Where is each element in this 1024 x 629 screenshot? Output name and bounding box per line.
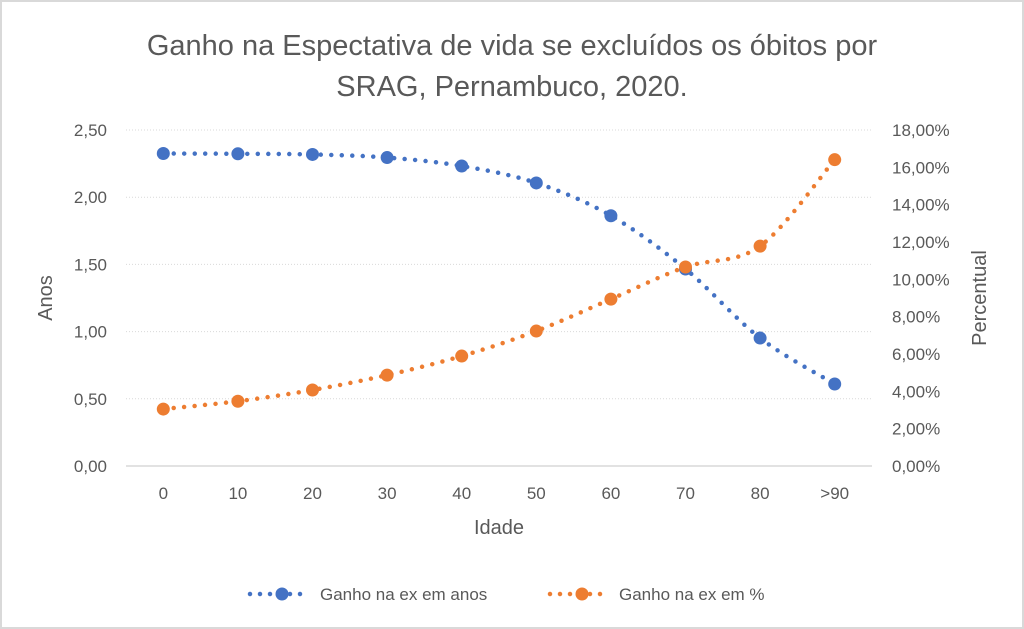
y2-tick-label: 16,00% bbox=[892, 158, 950, 177]
series-anos bbox=[156, 147, 842, 391]
x-tick-label: 20 bbox=[303, 484, 322, 503]
y-tick-label: 0,50 bbox=[74, 390, 107, 409]
legend-item-anos[interactable]: Ganho na ex em anos bbox=[247, 585, 487, 604]
y-tick-label: 2,50 bbox=[74, 121, 107, 140]
y-axis-title: Anos bbox=[35, 275, 57, 321]
data-point[interactable] bbox=[455, 159, 469, 173]
data-point[interactable] bbox=[828, 377, 842, 391]
legend-swatch-anos bbox=[247, 587, 313, 601]
x-tick-label: 30 bbox=[378, 484, 397, 503]
data-point[interactable] bbox=[604, 292, 618, 306]
x-tick-label: 10 bbox=[228, 484, 247, 503]
series-percent bbox=[156, 153, 842, 416]
y2-tick-label: 14,00% bbox=[892, 196, 950, 215]
data-point[interactable] bbox=[604, 209, 618, 223]
chart-title-line-2: SRAG, Pernambuco, 2020. bbox=[336, 71, 687, 103]
y2-tick-label: 8,00% bbox=[892, 308, 940, 327]
data-point[interactable] bbox=[306, 383, 319, 397]
data-point[interactable] bbox=[380, 151, 394, 165]
y-axis-ticks: 0,00 0,50 1,00 1,50 2,00 2,50 bbox=[74, 121, 107, 476]
data-point[interactable] bbox=[529, 324, 543, 338]
y2-tick-label: 18,00% bbox=[892, 121, 950, 140]
y2-tick-label: 6,00% bbox=[892, 345, 940, 364]
y-tick-label: 1,50 bbox=[74, 255, 107, 274]
data-point[interactable] bbox=[231, 147, 245, 161]
y2-tick-label: 4,00% bbox=[892, 382, 940, 401]
y2-tick-label: 2,00% bbox=[892, 420, 940, 439]
x-tick-label: 60 bbox=[601, 484, 620, 503]
x-tick-label: 80 bbox=[751, 484, 770, 503]
data-point[interactable] bbox=[828, 153, 842, 167]
y-tick-label: 0,00 bbox=[74, 457, 107, 476]
x-axis-title: Idade bbox=[474, 517, 524, 539]
y2-tick-label: 10,00% bbox=[892, 270, 950, 289]
legend-swatch-percent bbox=[547, 587, 613, 601]
series-line bbox=[161, 151, 837, 387]
data-point[interactable] bbox=[231, 394, 245, 408]
x-tick-label: 40 bbox=[452, 484, 471, 503]
legend: Ganho na ex em anos Ganho na ex em % bbox=[247, 585, 765, 604]
x-tick-label: 50 bbox=[527, 484, 546, 503]
y-tick-label: 1,00 bbox=[74, 323, 107, 342]
data-point[interactable] bbox=[753, 239, 767, 253]
legend-marker bbox=[575, 587, 589, 601]
chart-title-line-1: Ganho na Espectativa de vida se excluído… bbox=[147, 30, 878, 62]
x-tick-label: 0 bbox=[159, 484, 168, 503]
data-point[interactable] bbox=[753, 331, 767, 345]
data-point[interactable] bbox=[306, 147, 319, 161]
y2-axis-title: Percentual bbox=[969, 250, 991, 346]
x-axis-ticks: 0 10 20 30 40 50 60 70 80 >90 bbox=[159, 484, 850, 503]
legend-item-percent[interactable]: Ganho na ex em % bbox=[547, 585, 765, 604]
legend-label-percent: Ganho na ex em % bbox=[619, 585, 765, 604]
data-point[interactable] bbox=[679, 260, 692, 274]
data-point[interactable] bbox=[156, 402, 170, 416]
y-tick-label: 2,00 bbox=[74, 188, 107, 207]
legend-label-anos: Ganho na ex em anos bbox=[320, 585, 487, 604]
data-point[interactable] bbox=[455, 349, 469, 363]
series-layer bbox=[156, 147, 842, 416]
x-tick-label: 70 bbox=[676, 484, 695, 503]
legend-marker bbox=[275, 587, 289, 601]
y2-tick-label: 12,00% bbox=[892, 233, 950, 252]
data-point[interactable] bbox=[380, 368, 394, 382]
y2-tick-label: 0,00% bbox=[892, 457, 940, 476]
gridlines bbox=[126, 129, 872, 467]
data-point[interactable] bbox=[529, 176, 543, 190]
y2-axis-ticks: 0,00% 2,00% 4,00% 6,00% 8,00% 10,00% 12,00% 14,… bbox=[892, 121, 950, 476]
data-point[interactable] bbox=[156, 147, 170, 161]
x-tick-label: >90 bbox=[820, 484, 849, 503]
